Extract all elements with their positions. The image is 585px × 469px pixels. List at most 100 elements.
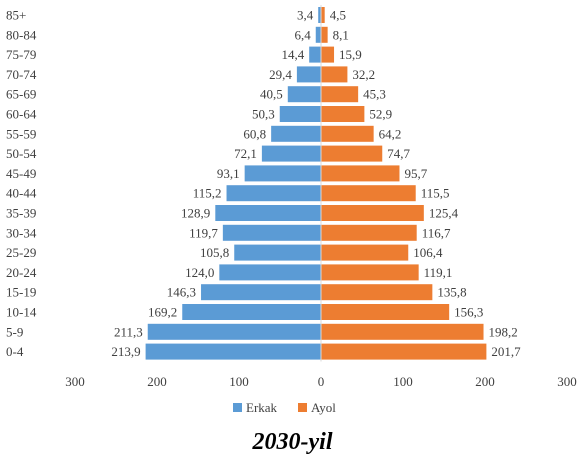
value-labels: 213,9 201,7 211,3 198,2 169,2 156,3 146,3 135,8… <box>111 8 521 360</box>
age-label-25-29: 25-29 <box>6 245 36 260</box>
bar-ayol-70-74 <box>321 66 348 83</box>
age-label-70-74: 70-74 <box>6 67 37 82</box>
value-label-ayol-75-79: 15,9 <box>339 47 362 62</box>
value-label-erkak-15-19: 146,3 <box>167 285 196 300</box>
value-label-erkak-0-4: 213,9 <box>111 344 140 359</box>
bar-ayol-60-64 <box>321 106 365 122</box>
value-label-ayol-15-19: 135,8 <box>437 285 466 300</box>
bar-erkak-30-34 <box>222 224 321 241</box>
value-label-erkak-5-9: 211,3 <box>114 324 143 339</box>
legend-swatch-erkak <box>233 403 242 412</box>
bar-ayol-20-24 <box>321 264 419 281</box>
value-label-ayol-50-54: 74,7 <box>387 146 410 161</box>
value-label-erkak-70-74: 29,4 <box>269 67 292 82</box>
bar-ayol-40-44 <box>321 185 416 202</box>
bar-erkak-15-19 <box>201 284 321 301</box>
value-label-erkak-55-59: 60,8 <box>243 126 266 141</box>
bar-erkak-80-84 <box>315 26 321 43</box>
bar-erkak-20-24 <box>219 264 321 281</box>
x-tick-label: 200 <box>475 374 495 389</box>
age-label-35-39: 35-39 <box>6 206 36 221</box>
age-label-30-34: 30-34 <box>6 225 37 240</box>
legend-swatch-ayol <box>298 403 307 412</box>
bar-erkak-35-39 <box>215 205 321 221</box>
bar-ayol-15-19 <box>321 284 433 301</box>
age-group-labels: 0-4 5-9 10-14 15-19 20-24 25-29 30-34 35-39 40-4… <box>6 8 37 360</box>
value-label-erkak-25-29: 105,8 <box>200 245 229 260</box>
age-label-10-14: 10-14 <box>6 305 37 320</box>
value-label-ayol-80-84: 8,1 <box>333 27 349 42</box>
bar-erkak-5-9 <box>147 323 321 340</box>
value-label-ayol-45-49: 95,7 <box>404 166 427 181</box>
male-bars <box>145 7 321 360</box>
bar-ayol-75-79 <box>321 46 335 63</box>
bar-ayol-65-69 <box>321 86 359 103</box>
x-tick-label: 100 <box>393 374 413 389</box>
bar-ayol-55-59 <box>321 125 374 142</box>
x-tick-label: 0 <box>318 374 325 389</box>
bar-ayol-5-9 <box>321 323 484 340</box>
bar-ayol-80-84 <box>321 26 328 43</box>
age-label-55-59: 55-59 <box>6 126 36 141</box>
legend: Erkak Ayol <box>233 400 336 415</box>
bar-ayol-45-49 <box>321 165 400 182</box>
age-label-5-9: 5-9 <box>6 324 23 339</box>
age-label-80-84: 80-84 <box>6 27 37 42</box>
age-label-0-4: 0-4 <box>6 344 24 359</box>
value-label-erkak-60-64: 50,3 <box>252 107 275 122</box>
age-label-15-19: 15-19 <box>6 285 36 300</box>
x-tick-label: 300 <box>557 374 577 389</box>
age-label-75-79: 75-79 <box>6 47 36 62</box>
value-label-erkak-20-24: 124,0 <box>185 265 214 280</box>
value-label-ayol-55-59: 64,2 <box>379 126 402 141</box>
female-bars <box>321 7 487 360</box>
value-label-ayol-20-24: 119,1 <box>424 265 453 280</box>
value-label-erkak-50-54: 72,1 <box>234 146 257 161</box>
bar-ayol-0-4 <box>321 343 487 360</box>
bar-erkak-85+ <box>318 7 321 23</box>
value-label-erkak-35-39: 128,9 <box>181 206 210 221</box>
value-label-ayol-5-9: 198,2 <box>489 324 518 339</box>
legend-label-erkak: Erkak <box>246 400 278 415</box>
value-label-erkak-30-34: 119,7 <box>189 225 218 240</box>
value-label-ayol-70-74: 32,2 <box>352 67 375 82</box>
value-label-ayol-60-64: 52,9 <box>369 107 392 122</box>
bar-erkak-65-69 <box>287 86 321 103</box>
value-label-ayol-0-4: 201,7 <box>491 344 521 359</box>
bar-erkak-40-44 <box>226 185 321 202</box>
value-label-erkak-65-69: 40,5 <box>260 87 283 102</box>
x-tick-label: 200 <box>147 374 167 389</box>
bar-erkak-60-64 <box>279 106 321 122</box>
value-label-erkak-85+: 3,4 <box>297 8 314 23</box>
age-label-65-69: 65-69 <box>6 87 36 102</box>
legend-label-ayol: Ayol <box>311 400 336 415</box>
bar-ayol-85+ <box>321 7 325 23</box>
age-label-40-44: 40-44 <box>6 186 37 201</box>
age-label-60-64: 60-64 <box>6 107 37 122</box>
bar-ayol-35-39 <box>321 205 424 221</box>
value-label-ayol-85+: 4,5 <box>330 8 346 23</box>
bar-ayol-25-29 <box>321 244 409 261</box>
value-label-ayol-35-39: 125,4 <box>429 206 459 221</box>
x-axis-ticks: 300 200 100 0 100 200 300 <box>65 374 577 389</box>
bar-erkak-55-59 <box>271 125 321 142</box>
population-pyramid-chart: 0-4 5-9 10-14 15-19 20-24 25-29 30-34 35-39 40-4… <box>6 5 577 415</box>
age-label-50-54: 50-54 <box>6 146 37 161</box>
value-label-ayol-10-14: 156,3 <box>454 305 483 320</box>
x-tick-label: 100 <box>229 374 249 389</box>
age-label-20-24: 20-24 <box>6 265 37 280</box>
bar-erkak-0-4 <box>145 343 321 360</box>
bar-erkak-45-49 <box>244 165 321 182</box>
bar-erkak-10-14 <box>182 304 321 320</box>
bar-erkak-75-79 <box>309 46 321 63</box>
value-label-ayol-65-69: 45,3 <box>363 87 386 102</box>
bar-ayol-50-54 <box>321 145 383 162</box>
value-label-ayol-30-34: 116,7 <box>422 225 451 240</box>
bar-erkak-25-29 <box>234 244 321 261</box>
chart-caption: 2030-yil <box>252 429 333 455</box>
value-label-erkak-80-84: 6,4 <box>295 27 312 42</box>
value-label-ayol-25-29: 106,4 <box>413 245 443 260</box>
bar-erkak-50-54 <box>261 145 321 162</box>
x-tick-label: 300 <box>65 374 85 389</box>
value-label-erkak-10-14: 169,2 <box>148 305 177 320</box>
